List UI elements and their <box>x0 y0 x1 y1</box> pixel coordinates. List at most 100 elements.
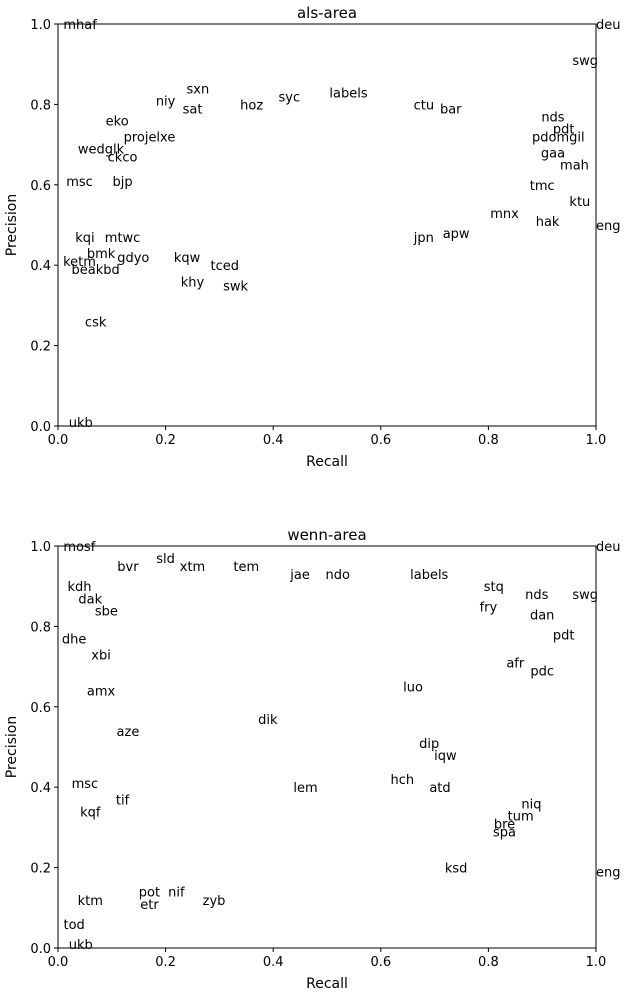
chart-title: als-area <box>297 4 357 22</box>
data-point-label: tif <box>116 793 130 808</box>
x-tick-label: 0.4 <box>263 955 284 970</box>
data-point-label: zyb <box>203 894 226 909</box>
data-point-label: eng <box>596 219 621 234</box>
data-point-label: mnx <box>490 207 519 222</box>
data-point-label: swg <box>572 588 598 603</box>
data-point-label: kqw <box>174 251 201 266</box>
data-point-label: pdt <box>553 123 575 138</box>
data-point-label: luo <box>403 681 423 696</box>
y-tick-label: 0.4 <box>30 259 51 274</box>
data-point-label: ndo <box>326 568 350 583</box>
data-point-label: hoz <box>240 98 263 113</box>
data-point-label: sat <box>183 102 203 117</box>
data-point-label: pot <box>139 886 160 901</box>
data-point-label: pdt <box>553 628 575 643</box>
y-tick-label: 0.8 <box>30 98 51 113</box>
data-point-label: tod <box>63 918 84 933</box>
data-point-label: tum <box>508 809 534 824</box>
data-point-label: mhaf <box>63 18 97 33</box>
y-tick-label: 1.0 <box>30 540 51 555</box>
data-point-label: nif <box>168 886 185 901</box>
data-point-label: fry <box>480 600 498 615</box>
y-tick-label: 0.6 <box>30 179 51 194</box>
data-point-label: mtwc <box>105 231 141 246</box>
data-point-label: khy <box>181 275 205 290</box>
data-point-label: niy <box>156 94 176 109</box>
data-point-label: labels <box>410 568 448 583</box>
data-point-label: tem <box>233 560 259 575</box>
data-point-label: bjp <box>112 175 132 190</box>
data-point-label: syc <box>279 90 301 105</box>
data-point-label: beakbd <box>72 263 120 278</box>
data-point-label: ksd <box>445 862 468 877</box>
data-point-label: bar <box>440 102 462 117</box>
data-point-label: labels <box>329 86 367 101</box>
x-tick-label: 1.0 <box>586 955 607 970</box>
data-point-label: projelxe <box>124 131 176 146</box>
data-point-label: deu <box>596 540 621 555</box>
data-point-label: mosf <box>63 540 95 555</box>
plot-frame <box>57 23 597 427</box>
data-point-label: pdc <box>530 665 554 680</box>
data-point-label: dhe <box>62 632 87 647</box>
data-point-label: aze <box>117 725 140 740</box>
plot-frame <box>57 545 597 949</box>
y-tick-label: 1.0 <box>30 18 51 33</box>
y-tick-label: 0.4 <box>30 781 51 796</box>
data-point-label: swk <box>223 279 248 294</box>
data-point-label: deu <box>596 18 621 33</box>
data-point-label: kqf <box>80 805 101 820</box>
data-point-label: jpn <box>413 231 434 246</box>
data-point-label: tced <box>211 259 240 274</box>
data-point-label: bmk <box>87 247 116 262</box>
data-point-label: csk <box>85 315 107 330</box>
data-point-label: msc <box>72 777 99 792</box>
data-point-label: lem <box>293 781 317 796</box>
data-point-label: gaa <box>541 147 565 162</box>
data-point-label: bre <box>494 817 515 832</box>
data-point-label: xtm <box>180 560 205 575</box>
data-point-label: dik <box>258 713 278 728</box>
data-point-label: sxn <box>187 82 210 97</box>
data-point-label: ukb <box>69 938 93 953</box>
x-axis-label: Recall <box>306 454 348 470</box>
data-point-label: stq <box>484 580 504 595</box>
data-point-label: ktm <box>78 894 103 909</box>
data-point-label: atd <box>429 781 450 796</box>
y-tick-label: 0.6 <box>30 701 51 716</box>
data-point-label: xbi <box>91 649 111 664</box>
x-tick-label: 1.0 <box>586 433 607 448</box>
x-tick-label: 0.0 <box>48 433 69 448</box>
data-point-label: sbe <box>95 604 118 619</box>
y-tick-label: 0.8 <box>30 620 51 635</box>
data-point-label: ctu <box>414 98 434 113</box>
x-axis-label: Recall <box>306 976 348 992</box>
data-point-label: amx <box>87 685 116 700</box>
data-point-label: eng <box>596 866 621 881</box>
data-point-label: dak <box>78 592 102 607</box>
x-tick-label: 0.6 <box>370 433 391 448</box>
data-point-label: tmc <box>530 179 555 194</box>
x-tick-label: 0.8 <box>478 433 499 448</box>
x-tick-label: 0.2 <box>155 955 176 970</box>
data-point-label: iqw <box>434 749 457 764</box>
x-tick-label: 0.8 <box>478 955 499 970</box>
data-point-label: dip <box>419 737 439 752</box>
y-tick-label: 0.2 <box>30 340 51 355</box>
y-tick-label: 0.2 <box>30 862 51 877</box>
data-point-label: hak <box>536 215 560 230</box>
data-point-label: eko <box>106 114 129 129</box>
data-point-label: ukb <box>69 416 93 431</box>
data-point-label: pdomgil <box>532 131 585 146</box>
data-point-label: ketm <box>63 255 96 270</box>
data-point-label: nds <box>525 588 548 603</box>
data-point-label: dan <box>530 608 554 623</box>
data-point-label: kqi <box>75 231 94 246</box>
data-point-label: ktu <box>569 195 590 210</box>
data-point-label: hch <box>390 773 414 788</box>
data-point-label: apw <box>443 227 470 242</box>
x-tick-label: 0.4 <box>263 433 284 448</box>
data-point-label: niq <box>521 797 541 812</box>
data-point-label: afr <box>506 657 525 672</box>
